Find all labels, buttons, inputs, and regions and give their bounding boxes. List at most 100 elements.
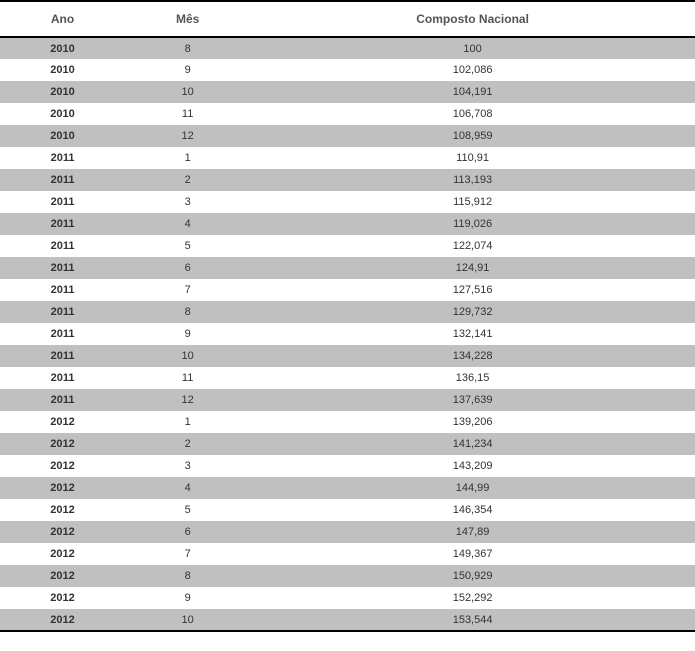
table-cell: 2011 [0,323,125,345]
table-cell: 2012 [0,433,125,455]
table-cell: 100 [250,37,695,59]
table-cell: 9 [125,323,250,345]
table-cell: 137,639 [250,389,695,411]
table-cell: 132,141 [250,323,695,345]
table-cell: 5 [125,235,250,257]
table-cell: 2012 [0,499,125,521]
table-row: 20112113,193 [0,169,695,191]
table-cell: 1 [125,411,250,433]
table-cell: 2010 [0,81,125,103]
table-cell: 144,99 [250,477,695,499]
table-cell: 8 [125,301,250,323]
table-cell: 12 [125,389,250,411]
table-cell: 152,292 [250,587,695,609]
data-table: Ano Mês Composto Nacional 20108100201091… [0,0,695,632]
table-cell: 110,91 [250,147,695,169]
table-cell: 2012 [0,455,125,477]
table-row: 201010104,191 [0,81,695,103]
table-cell: 2012 [0,411,125,433]
table-header: Ano Mês Composto Nacional [0,1,695,37]
table-cell: 149,367 [250,543,695,565]
table-cell: 2011 [0,301,125,323]
table-row: 201112137,639 [0,389,695,411]
header-mes: Mês [125,1,250,37]
header-row: Ano Mês Composto Nacional [0,1,695,37]
table-cell: 134,228 [250,345,695,367]
table-cell: 2 [125,433,250,455]
table-cell: 2012 [0,565,125,587]
table-cell: 9 [125,587,250,609]
table-cell: 2010 [0,103,125,125]
table-row: 20116124,91 [0,257,695,279]
table-row: 20111110,91 [0,147,695,169]
table-cell: 2012 [0,609,125,631]
header-ano: Ano [0,1,125,37]
table-cell: 2010 [0,125,125,147]
table-row: 20118129,732 [0,301,695,323]
table-cell: 9 [125,59,250,81]
table-cell: 108,959 [250,125,695,147]
table-cell: 113,193 [250,169,695,191]
table-cell: 2010 [0,37,125,59]
table-cell: 5 [125,499,250,521]
table-cell: 7 [125,279,250,301]
table-row: 20123143,209 [0,455,695,477]
table-cell: 115,912 [250,191,695,213]
table-cell: 11 [125,367,250,389]
table-cell: 1 [125,147,250,169]
data-table-container: Ano Mês Composto Nacional 20108100201091… [0,0,695,632]
table-cell: 8 [125,37,250,59]
table-cell: 136,15 [250,367,695,389]
table-cell: 6 [125,257,250,279]
table-cell: 2012 [0,521,125,543]
table-row: 20126147,89 [0,521,695,543]
table-row: 201011106,708 [0,103,695,125]
table-cell: 146,354 [250,499,695,521]
table-cell: 2 [125,169,250,191]
table-cell: 102,086 [250,59,695,81]
table-row: 20122141,234 [0,433,695,455]
table-row: 20124144,99 [0,477,695,499]
table-row: 20121139,206 [0,411,695,433]
table-cell: 8 [125,565,250,587]
table-row: 20127149,367 [0,543,695,565]
table-cell: 2010 [0,59,125,81]
table-cell: 2011 [0,367,125,389]
table-cell: 104,191 [250,81,695,103]
table-row: 20117127,516 [0,279,695,301]
table-cell: 3 [125,455,250,477]
table-cell: 122,074 [250,235,695,257]
table-cell: 139,206 [250,411,695,433]
table-cell: 2011 [0,213,125,235]
table-cell: 150,929 [250,565,695,587]
table-row: 20119132,141 [0,323,695,345]
table-cell: 4 [125,477,250,499]
table-cell: 10 [125,81,250,103]
table-row: 201012108,959 [0,125,695,147]
table-row: 20108100 [0,37,695,59]
table-row: 201111136,15 [0,367,695,389]
table-cell: 11 [125,103,250,125]
table-cell: 2012 [0,477,125,499]
table-cell: 2012 [0,543,125,565]
table-cell: 124,91 [250,257,695,279]
table-row: 20114119,026 [0,213,695,235]
table-cell: 106,708 [250,103,695,125]
table-cell: 3 [125,191,250,213]
table-cell: 4 [125,213,250,235]
table-cell: 10 [125,345,250,367]
table-cell: 2011 [0,257,125,279]
table-cell: 12 [125,125,250,147]
table-cell: 2011 [0,279,125,301]
table-cell: 10 [125,609,250,631]
table-row: 20129152,292 [0,587,695,609]
table-cell: 6 [125,521,250,543]
header-composto: Composto Nacional [250,1,695,37]
table-cell: 141,234 [250,433,695,455]
table-row: 20109102,086 [0,59,695,81]
table-cell: 2011 [0,235,125,257]
table-cell: 119,026 [250,213,695,235]
table-cell: 127,516 [250,279,695,301]
table-row: 20128150,929 [0,565,695,587]
table-row: 20125146,354 [0,499,695,521]
